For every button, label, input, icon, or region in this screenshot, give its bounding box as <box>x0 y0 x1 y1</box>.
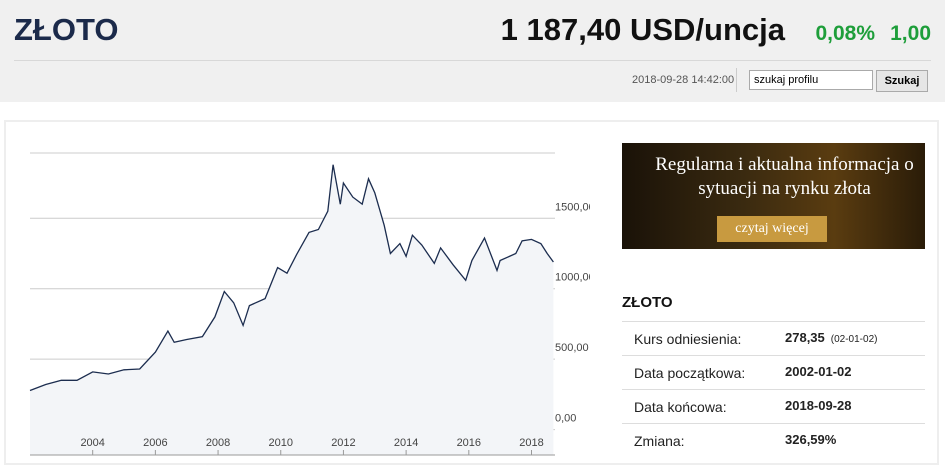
title: ZŁOTO <box>14 12 119 47</box>
banner-text: Regularna i aktualna informacja o sytuac… <box>655 154 914 199</box>
info-row: Data początkowa: 2002-01-02 <box>622 355 925 390</box>
x-tick-label: 2010 <box>269 437 293 449</box>
search-input[interactable]: szukaj profilu <box>749 70 873 90</box>
banner-button[interactable]: czytaj więcej <box>717 216 827 242</box>
y-tick-label: 0,00 <box>555 413 576 425</box>
search-button[interactable]: Szukaj <box>876 70 928 92</box>
info-row: Data końcowa: 2018-09-28 <box>622 389 925 424</box>
row-value: 2018-09-28 <box>785 398 852 413</box>
price: 1 187,40 USD/uncja <box>500 12 785 47</box>
row-value: 278,35 (02-01-02) <box>785 330 878 345</box>
row-label: Data końcowa: <box>634 399 727 415</box>
y-tick-label: 1000,00 <box>555 272 590 284</box>
row-note: (02-01-02) <box>830 334 878 345</box>
y-tick-label: 500,00 <box>555 342 589 354</box>
chart: 0,00 500,00 1000,00 1500,00 2004 2006 2008 2010… <box>29 152 590 456</box>
info-row: Zmiana: 326,59% <box>622 423 925 458</box>
x-tick-label: 2018 <box>519 437 543 449</box>
price-line <box>29 164 554 392</box>
change-pct: 0,08% <box>815 22 875 45</box>
banner[interactable]: Regularna i aktualna informacja o sytuac… <box>622 143 925 249</box>
x-tick-label: 2004 <box>80 437 104 449</box>
x-tick-label: 2008 <box>206 437 230 449</box>
y-tick-label: 1500,00 <box>555 201 590 213</box>
row-value: 2002-01-02 <box>785 364 852 379</box>
row-label: Kurs odniesienia: <box>634 331 742 347</box>
separator <box>14 60 931 61</box>
info-row: Kurs odniesienia: 278,35 (02-01-02) <box>622 321 925 356</box>
x-tick-label: 2012 <box>331 437 355 449</box>
x-tick-label: 2016 <box>457 437 481 449</box>
header: ZŁOTO 1 187,40 USD/uncja 0,08% 1,00 2018… <box>0 0 945 102</box>
area <box>30 164 554 455</box>
change: 1,00 <box>890 22 931 45</box>
x-tick-label: 2014 <box>394 437 418 449</box>
info-title: ZŁOTO <box>622 294 673 311</box>
row-label: Zmiana: <box>634 433 685 449</box>
x-tick-label: 2006 <box>143 437 167 449</box>
row-value: 326,59% <box>785 432 837 447</box>
datetime: 2018-09-28 14:42:00 <box>632 74 735 86</box>
separator <box>736 68 737 92</box>
row-label: Data początkowa: <box>634 365 746 381</box>
